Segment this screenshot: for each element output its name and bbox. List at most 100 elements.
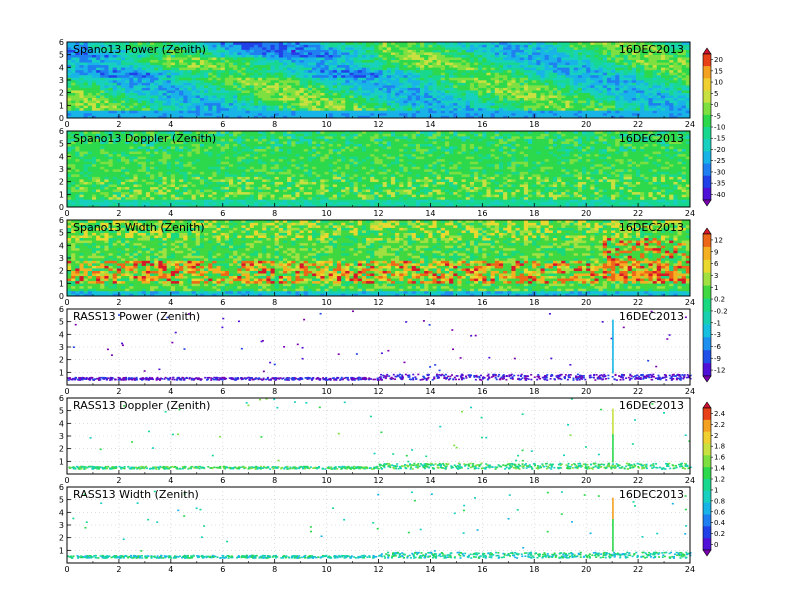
heatmap-cell (623, 54, 629, 58)
heatmap-cell (590, 49, 595, 53)
heatmap-cell (125, 47, 130, 50)
heatmap-cell (386, 52, 392, 55)
heatmap-cell (324, 47, 330, 50)
heatmap-cell (681, 95, 687, 99)
heatmap-cell (253, 97, 259, 101)
heatmap-cell (341, 47, 346, 50)
heatmap-cell (357, 112, 363, 116)
heatmap-cell (228, 72, 234, 76)
heatmap-cell (453, 72, 458, 76)
heatmap-cell (208, 72, 213, 76)
heatmap-cell (403, 85, 408, 88)
heatmap-cell (440, 92, 446, 96)
heatmap-cell (544, 57, 550, 61)
heatmap-cell (536, 115, 541, 119)
heatmap-cell (436, 57, 442, 61)
heatmap-cell (660, 74, 666, 78)
heatmap-cell (685, 82, 691, 86)
heatmap-cell (116, 59, 122, 63)
heatmap-cell (145, 77, 151, 81)
heatmap-cell (104, 69, 109, 73)
y-tick-label: 3 (59, 76, 64, 85)
heatmap-cell (233, 72, 238, 76)
heatmap-cell (357, 102, 363, 106)
heatmap-cell (237, 44, 242, 48)
heatmap-cell (631, 80, 637, 83)
heatmap-cell (253, 62, 259, 66)
heatmap-cell (100, 166, 105, 170)
heatmap-cell (208, 97, 213, 101)
heatmap-cell (428, 69, 433, 73)
heatmap-cell (328, 67, 334, 71)
heatmap-cell (415, 57, 421, 61)
heatmap-cell (428, 64, 433, 68)
heatmap-cell (67, 82, 72, 86)
heatmap-cell (569, 62, 575, 66)
heatmap-cell (631, 92, 637, 96)
heatmap-cell (320, 115, 325, 119)
heatmap-cell (270, 115, 276, 119)
heatmap-cell (507, 110, 512, 114)
heatmap-cell (278, 54, 284, 58)
heatmap-cell (602, 107, 608, 111)
x-tick-label: 20 (581, 120, 591, 129)
heatmap-cell (669, 100, 674, 104)
heatmap-cell (233, 57, 238, 61)
heatmap-cell (312, 87, 317, 91)
heatmap-cell (79, 179, 85, 182)
heatmap-cell (141, 92, 147, 96)
heatmap-cell (606, 115, 612, 119)
heatmap-cell (411, 49, 417, 53)
heatmap-cell (253, 82, 259, 86)
heatmap-cell (685, 100, 691, 104)
heatmap-cell (162, 77, 168, 81)
heatmap-cell (162, 82, 168, 86)
heatmap-cell (87, 105, 93, 109)
heatmap-cell (366, 74, 371, 78)
heatmap-cell (382, 87, 388, 91)
heatmap-cell (573, 69, 579, 73)
heatmap-cell (465, 97, 471, 101)
heatmap-cell (602, 102, 608, 106)
heatmap-cell (91, 87, 97, 91)
heatmap-cell (390, 105, 396, 109)
heatmap-cell (137, 82, 143, 86)
heatmap-cell (669, 77, 674, 81)
heatmap-cell (631, 112, 637, 116)
heatmap-cell (83, 148, 89, 152)
heatmap-cell (602, 69, 608, 73)
heatmap-cell (465, 47, 471, 50)
heatmap-cell (87, 163, 93, 167)
heatmap-cell (336, 49, 342, 53)
heatmap-cell (75, 72, 80, 76)
heatmap-cell (133, 52, 138, 55)
heatmap-cell (266, 59, 271, 63)
heatmap-cell (453, 64, 458, 68)
heatmap-cell (199, 59, 205, 63)
heatmap-cell (511, 105, 516, 109)
heatmap-cell (150, 110, 155, 114)
heatmap-cell (561, 87, 566, 91)
heatmap-cell (494, 100, 500, 104)
heatmap-cell (528, 107, 533, 111)
heatmap-cell (436, 42, 442, 45)
heatmap-cell (158, 92, 163, 96)
heatmap-cell (640, 49, 645, 53)
heatmap-cell (262, 80, 267, 83)
heatmap-cell (129, 87, 134, 91)
heatmap-cell (390, 112, 396, 116)
heatmap-cell (611, 115, 616, 119)
heatmap-cell (606, 74, 612, 78)
heatmap-cell (681, 52, 687, 55)
heatmap-cell (145, 107, 151, 111)
heatmap-cell (548, 69, 554, 73)
heatmap-cell (345, 115, 350, 119)
heatmap-cell (532, 69, 537, 73)
heatmap-cell (498, 49, 504, 53)
heatmap-cell (436, 72, 442, 76)
heatmap-cell (586, 107, 591, 111)
heatmap-cell (577, 85, 583, 88)
heatmap-cell (685, 112, 691, 116)
heatmap-cell (224, 115, 230, 119)
heatmap-cell (378, 110, 384, 114)
